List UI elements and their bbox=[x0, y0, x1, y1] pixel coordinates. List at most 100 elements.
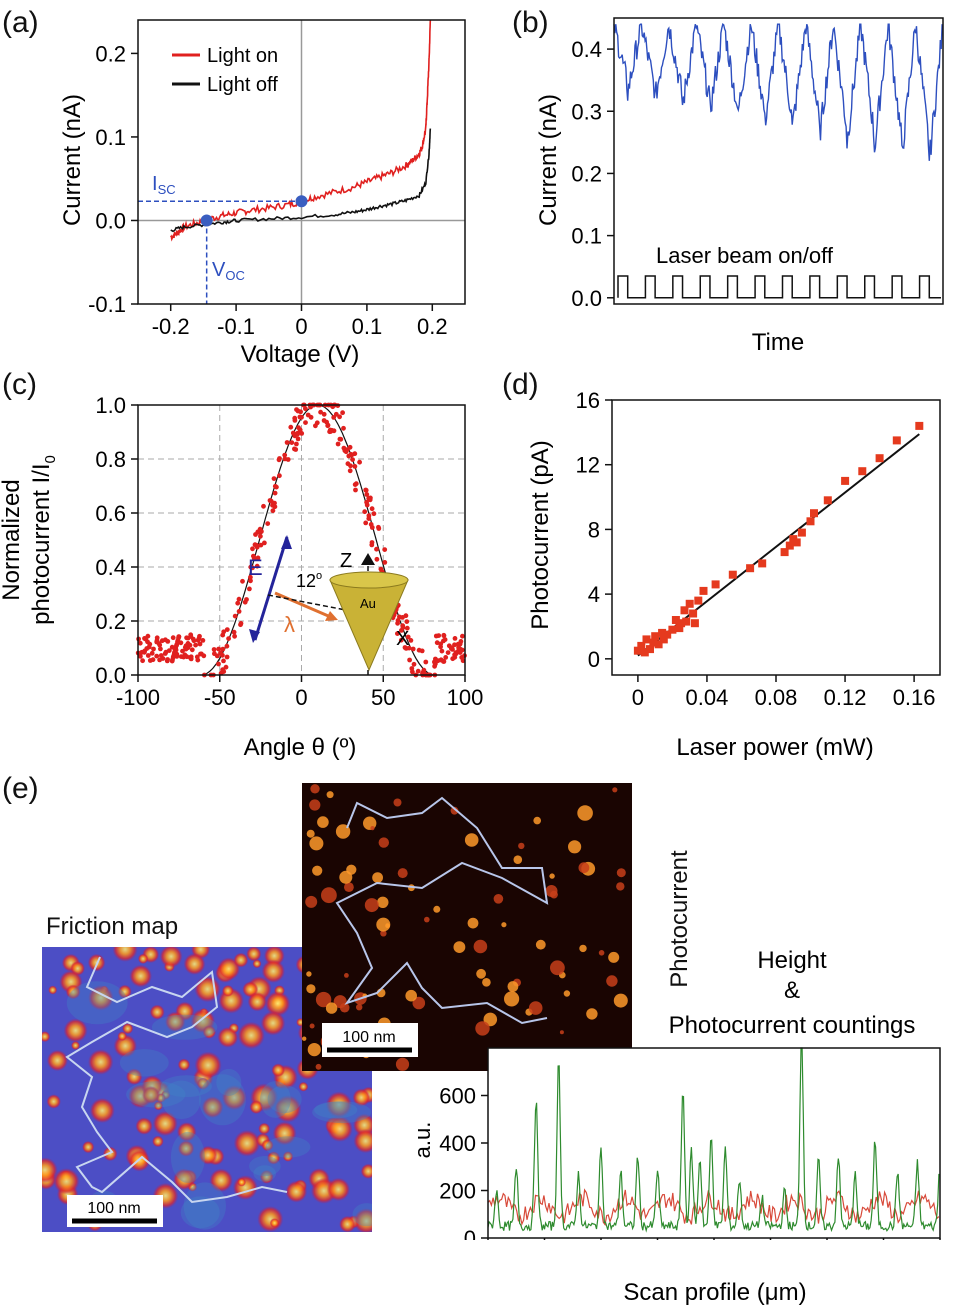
photocurrent-hotspot bbox=[395, 1057, 410, 1071]
friction-blue-patch bbox=[260, 1081, 291, 1118]
friction-hotspot bbox=[285, 1180, 308, 1203]
e-title-line2: & bbox=[784, 977, 800, 1004]
c-data-point bbox=[345, 461, 351, 467]
friction-hotspot bbox=[258, 1122, 271, 1135]
c-ytick-label: 0.0 bbox=[95, 663, 126, 688]
c-data-point bbox=[441, 632, 447, 638]
c-data-point bbox=[303, 420, 308, 425]
b-laser-annotation: Laser beam on/off bbox=[656, 243, 834, 268]
c-data-point bbox=[337, 414, 342, 420]
c-data-point bbox=[173, 647, 179, 652]
friction-blue-patch bbox=[314, 1101, 358, 1119]
photocurrent-path bbox=[335, 796, 549, 1025]
c-data-point bbox=[272, 483, 278, 489]
friction-hotspot bbox=[177, 1058, 191, 1071]
c-data-point bbox=[303, 406, 308, 412]
c-data-point bbox=[352, 482, 358, 487]
b-laser-series bbox=[617, 275, 941, 299]
c-xtick-label: 100 bbox=[447, 685, 484, 710]
c-data-point bbox=[240, 578, 245, 584]
friction-hotspot bbox=[261, 1139, 274, 1152]
photocurrent-hotspot bbox=[545, 885, 558, 897]
c-data-point bbox=[262, 540, 267, 546]
panel-label-e: (e) bbox=[2, 772, 39, 805]
c-data-point bbox=[182, 653, 188, 659]
friction-hotspot bbox=[353, 1208, 372, 1232]
photocurrent-hotspot bbox=[412, 996, 426, 1010]
d-data-point bbox=[875, 454, 884, 463]
photocurrent-hotspot bbox=[616, 868, 626, 878]
c-data-point bbox=[452, 636, 458, 641]
friction-blue-patch bbox=[253, 1165, 276, 1182]
c-data-point bbox=[421, 667, 427, 673]
e-title-line1: Height bbox=[757, 947, 827, 974]
a-xtick-label: 0.1 bbox=[352, 314, 383, 339]
photocurrent-hotspot bbox=[608, 951, 620, 963]
photocurrent-hotspot bbox=[317, 816, 329, 828]
photocurrent-hotspot bbox=[579, 944, 587, 953]
photocurrent-hotspot bbox=[344, 882, 354, 892]
d-xtick-label: 0.08 bbox=[755, 685, 798, 710]
c-data-point bbox=[154, 653, 160, 659]
friction-blue-patch bbox=[170, 1131, 205, 1183]
c-ytick-label: 0.2 bbox=[95, 609, 126, 634]
friction-hotspot bbox=[360, 1163, 372, 1179]
friction-hotspot bbox=[42, 1031, 51, 1043]
d-y-axis-label: Photocurrent (pA) bbox=[527, 440, 554, 629]
c-data-point bbox=[352, 451, 358, 457]
c-data-point bbox=[347, 444, 353, 450]
photocurrent-hotspot bbox=[309, 799, 321, 811]
c-data-point bbox=[150, 657, 156, 663]
d-data-point bbox=[659, 635, 668, 644]
a-legend: Light on Light off bbox=[172, 45, 278, 96]
friction-map-title: Friction map bbox=[46, 913, 179, 940]
friction-hotspot bbox=[202, 1025, 217, 1039]
c-data-point bbox=[216, 646, 222, 652]
c-data-point bbox=[258, 542, 264, 548]
c-data-point bbox=[438, 641, 444, 647]
panel-label-b: (b) bbox=[512, 6, 549, 39]
c-data-point bbox=[438, 657, 444, 663]
c-data-point bbox=[211, 647, 217, 652]
c-data-point bbox=[445, 650, 451, 655]
friction-blue-patch bbox=[216, 1068, 242, 1096]
d-data-point bbox=[689, 609, 698, 618]
photocurrent-hotspot bbox=[370, 826, 375, 831]
photocurrent-hotspot bbox=[550, 960, 565, 976]
d-xtick-label: 0 bbox=[632, 685, 644, 710]
inset-z-label: Z bbox=[340, 550, 352, 572]
c-data-point bbox=[423, 659, 429, 665]
c-data-point bbox=[352, 464, 358, 469]
friction-hotspot bbox=[353, 1128, 372, 1154]
d-data-point bbox=[792, 538, 801, 547]
a-ytick-label: -0.1 bbox=[88, 292, 126, 317]
photocurrent-hotspot bbox=[501, 922, 507, 928]
friction-blue-patch bbox=[183, 1182, 226, 1230]
c-data-point bbox=[200, 638, 206, 643]
friction-hotspot bbox=[177, 1140, 195, 1157]
b-current-series bbox=[613, 22, 943, 161]
c-data-point bbox=[364, 499, 369, 505]
friction-hotspot bbox=[149, 1004, 165, 1020]
inset-x-label: X bbox=[396, 628, 409, 650]
c-data-point bbox=[184, 635, 190, 641]
c-data-point bbox=[363, 520, 369, 526]
friction-blue-patch bbox=[119, 1049, 169, 1077]
c-data-point bbox=[256, 529, 262, 535]
c-data-point bbox=[368, 495, 373, 501]
friction-blue-patch bbox=[126, 1081, 186, 1108]
photocurrent-hotspot bbox=[378, 837, 389, 848]
photocurrent-hotspot bbox=[613, 993, 628, 1008]
friction-scale-label: 100 nm bbox=[87, 1200, 140, 1217]
c-data-point bbox=[296, 425, 301, 431]
c-data-point bbox=[366, 516, 372, 521]
panel-label-d: (d) bbox=[502, 368, 539, 401]
c-data-point bbox=[335, 441, 341, 447]
photocurrent-hotspot bbox=[577, 805, 593, 821]
friction-hotspot bbox=[233, 1130, 261, 1157]
c-data-point bbox=[251, 555, 257, 561]
e-ytick-label: 600 bbox=[439, 1084, 476, 1109]
friction-blue-patch bbox=[312, 1101, 372, 1124]
photocurrent-hotspot bbox=[453, 941, 466, 953]
panel-label-a: (a) bbox=[2, 6, 39, 39]
